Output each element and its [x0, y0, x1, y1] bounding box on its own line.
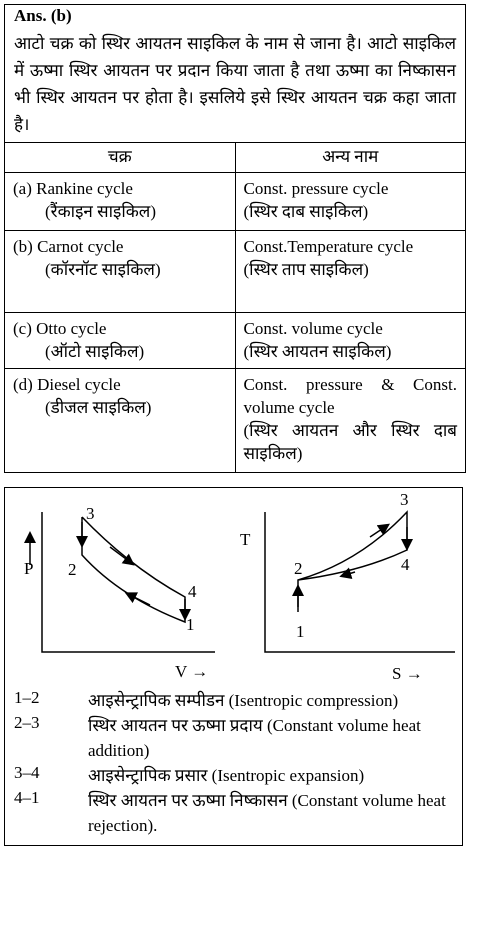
cycle-hindi: (डीजल साइकिल): [45, 398, 152, 417]
marker: (c): [13, 319, 32, 338]
cycle-line: (a) Rankine cycle: [13, 179, 133, 198]
other-hindi: (स्थिर ताप साइकिल): [243, 260, 369, 279]
cycle-name: Otto cycle: [36, 319, 107, 338]
table-row: (b) Carnot cycle (कॉरनॉट साइकिल) Const.Tem…: [4, 230, 466, 313]
marker: (b): [13, 237, 33, 256]
cycle-hindi: (कॉरनॉट साइकिल): [45, 260, 161, 279]
other-hindi: (स्थिर आयतन और स्थिर दाब साइकिल): [243, 421, 458, 463]
point-label: 3: [86, 504, 95, 523]
process-code: 4–1: [14, 788, 40, 807]
table-row: (a) Rankine cycle (रैंकाइन साइकिल) Const. …: [4, 172, 466, 231]
point-label: 2: [294, 559, 303, 578]
other-name: Const. volume cycle: [243, 319, 383, 338]
other-name-cell: Const.Temperature cycle (स्थिर ताप साइकिल…: [234, 230, 466, 313]
table-row: (c) Otto cycle (ऑटो साइकिल) Const. volume …: [4, 312, 466, 369]
cycle-hindi: (रैंकाइन साइकिल): [45, 202, 156, 221]
cycle-table: चक्र अन्य नाम (a) Rankine cycle (रैंकाइन स…: [4, 142, 466, 473]
axis-label: T: [240, 530, 251, 549]
cycle-line: (c) Otto cycle: [13, 319, 106, 338]
other-name-cell: Const. volume cycle (स्थिर आयतन साइकिल): [234, 312, 466, 369]
process-code: 1–2: [14, 688, 40, 707]
other-name: Const.Temperature cycle: [243, 237, 414, 256]
cycle-cell: (c) Otto cycle (ऑटो साइकिल): [4, 312, 236, 369]
process-text: आइसेन्ट्रापिक प्रसार (Isentropic expansi…: [88, 766, 365, 785]
marker: (d): [13, 375, 33, 394]
process-text: आइसेन्ट्रापिक सम्पीडन (Isentropic compre…: [88, 691, 399, 710]
cycle-cell: (b) Carnot cycle (कॉरनॉट साइकिल): [4, 230, 236, 313]
process-code: 2–3: [14, 713, 40, 732]
process-text: स्थिर आयतन पर ऊष्मा प्रदाय (Constant vol…: [88, 716, 421, 760]
diagrams: P V → 1 2 3 4 T S → 1 2 3 4: [24, 490, 455, 683]
point-label: 2: [68, 560, 77, 579]
point-label: 4: [401, 555, 410, 574]
point-label: 1: [296, 622, 305, 641]
axis-label: V →: [175, 662, 208, 681]
cycle-name: Rankine cycle: [36, 179, 133, 198]
other-name: Const. pressure & Const. volume cycle: [243, 375, 458, 417]
other-name-cell: Const. pressure & Const. volume cycle (स्…: [234, 368, 466, 473]
other-hindi: (स्थिर आयतन साइकिल): [243, 342, 392, 361]
cycle-cell: (a) Rankine cycle (रैंकाइन साइकिल): [4, 172, 236, 231]
cycle-line: (b) Carnot cycle: [13, 237, 123, 256]
header: चक्र: [4, 142, 236, 173]
process-code: 3–4: [14, 763, 40, 782]
axis-label: P: [24, 559, 33, 578]
point-label: 3: [400, 490, 409, 509]
other-hindi: (स्थिर दाब साइकिल): [243, 202, 369, 221]
cycle-cell: (d) Diesel cycle (डीजल साइकिल): [4, 368, 236, 473]
answer-label: Ans. (b): [14, 6, 72, 25]
axis-label: S →: [392, 664, 423, 683]
point-label: 1: [186, 615, 195, 634]
marker: (a): [13, 179, 32, 198]
diagram-box: [4, 487, 463, 846]
cycle-hindi: (ऑटो साइकिल): [45, 342, 145, 361]
cycle-name: Diesel cycle: [37, 375, 121, 394]
other-name: Const. pressure cycle: [243, 179, 389, 198]
process-text: स्थिर आयतन पर ऊष्मा निष्कासन (Constant v…: [88, 791, 446, 835]
point-label: 4: [188, 582, 197, 601]
table-row: (d) Diesel cycle (डीजल साइकिल) Const. pres…: [4, 368, 466, 473]
cycle-line: (d) Diesel cycle: [13, 375, 121, 394]
other-name-cell: Const. pressure cycle (स्थिर दाब साइकिल): [234, 172, 466, 231]
answer-text: आटो चक्र को स्थिर आयतन साइकिल के नाम से …: [14, 34, 456, 134]
cycle-name: Carnot cycle: [37, 237, 124, 256]
header: अन्य नाम: [234, 142, 466, 173]
